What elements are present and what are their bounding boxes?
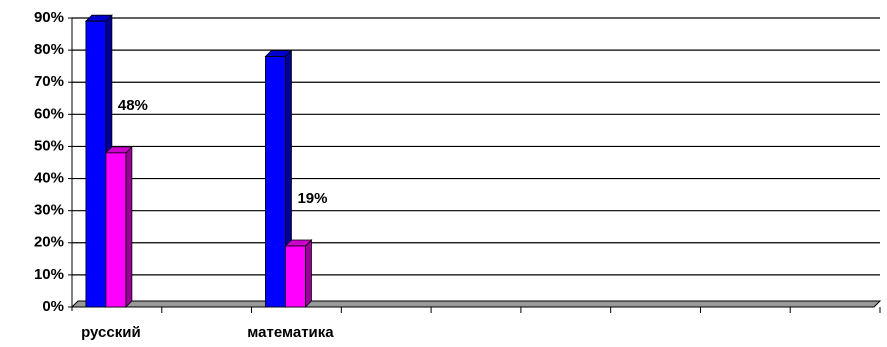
bar bbox=[85, 20, 107, 308]
y-tick-label: 80% bbox=[34, 41, 64, 58]
y-tick-label: 10% bbox=[34, 266, 64, 283]
data-label: 48% bbox=[118, 97, 148, 114]
y-tick-label: 50% bbox=[34, 137, 64, 154]
data-label: 19% bbox=[297, 190, 327, 207]
floor bbox=[70, 300, 882, 308]
y-tick-label: 70% bbox=[34, 73, 64, 90]
y-tick-label: 40% bbox=[34, 170, 64, 187]
bar-side bbox=[305, 239, 312, 308]
bar bbox=[285, 245, 306, 308]
bar-side bbox=[125, 145, 133, 308]
y-tick-label: 20% bbox=[34, 234, 64, 251]
y-tick-label: 0% bbox=[42, 298, 64, 315]
x-tick-label: русский bbox=[81, 324, 141, 341]
y-tick-label: 30% bbox=[34, 202, 64, 219]
x-tick-label: математика bbox=[247, 324, 334, 341]
y-tick-label: 60% bbox=[34, 105, 64, 122]
bar bbox=[265, 56, 286, 308]
bar bbox=[105, 152, 127, 308]
y-tick-label: 90% bbox=[34, 9, 64, 26]
